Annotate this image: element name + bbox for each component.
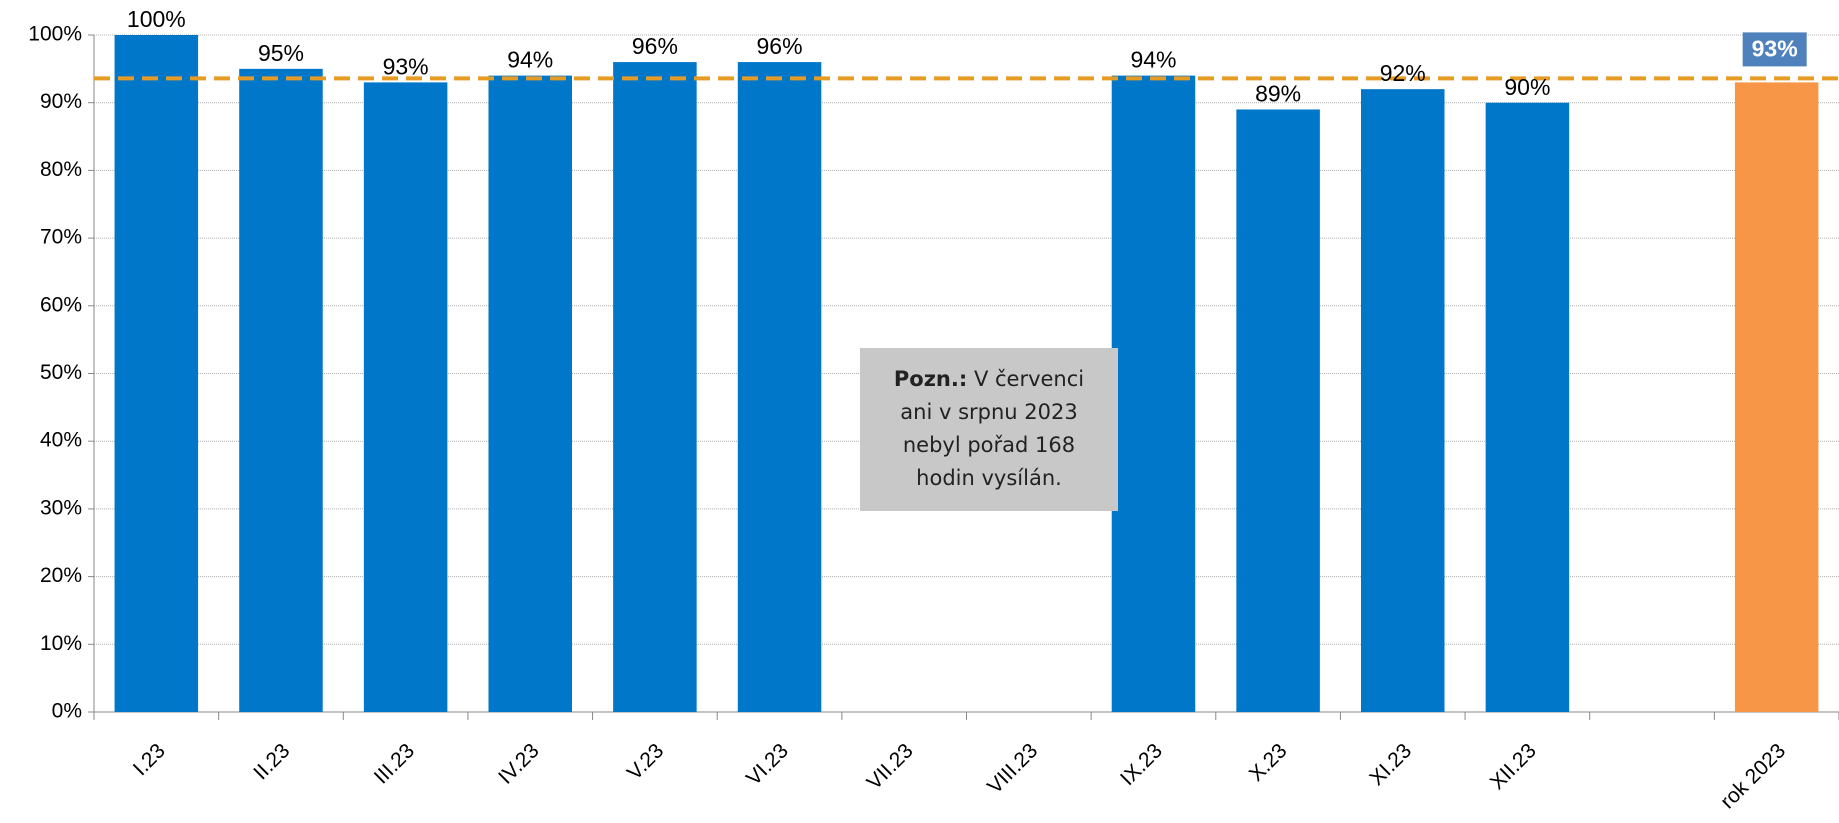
value-label-box: 93%: [1742, 32, 1807, 67]
x-tick-label: VIII.23: [983, 739, 1042, 798]
bar: [114, 35, 199, 712]
value-label: 89%: [1255, 81, 1301, 107]
y-tick-label: 100%: [28, 23, 82, 46]
value-label: 94%: [1130, 47, 1176, 73]
note-line: nebyl pořad 168: [903, 433, 1075, 457]
y-tick-label: 70%: [40, 226, 82, 249]
y-tick-label: 60%: [40, 293, 82, 316]
x-tick-label: IV.23: [494, 739, 544, 789]
x-tick-label: XI.23: [1365, 739, 1416, 790]
value-label: 94%: [507, 47, 553, 73]
bar: [613, 62, 697, 712]
x-tick-label: X.23: [1245, 739, 1292, 786]
x-tick-label: V.23: [623, 739, 668, 784]
bar: [488, 75, 573, 713]
x-tick-label: II.23: [249, 739, 294, 784]
note-text: V červenci: [974, 367, 1084, 391]
note-bold: Pozn.:: [894, 367, 967, 391]
bar: [1111, 75, 1196, 713]
note-line: ani v srpnu 2023: [900, 400, 1077, 424]
note-text: hodin vysílán.: [916, 466, 1062, 490]
note-box: [860, 348, 1118, 511]
y-tick-label: 50%: [40, 361, 82, 384]
value-label: 92%: [1380, 60, 1426, 86]
value-label: 93%: [383, 53, 429, 79]
y-tick-label: 20%: [40, 564, 82, 587]
x-tick-label: rok 2023: [1716, 739, 1790, 813]
bar: [1360, 89, 1445, 712]
bar: [363, 82, 448, 712]
y-tick-label: 40%: [40, 429, 82, 452]
label-box: [1742, 32, 1807, 67]
y-tick-label: 10%: [40, 632, 82, 655]
y-tick-label: 30%: [40, 496, 82, 519]
y-tick-label: 80%: [40, 158, 82, 181]
note-line: Pozn.: V červenci: [894, 367, 1084, 391]
value-label: 90%: [1504, 74, 1550, 100]
note-text: nebyl pořad 168: [903, 433, 1075, 457]
bar: [239, 68, 323, 713]
y-tick-label: 90%: [40, 90, 82, 113]
bar: [1485, 102, 1570, 712]
x-tick-label: I.23: [129, 739, 170, 780]
x-tick-label: III.23: [370, 739, 419, 788]
y-tick-label: 0%: [52, 700, 82, 723]
note-text: ani v srpnu 2023: [900, 400, 1077, 424]
x-tick-label: IX.23: [1116, 739, 1167, 790]
value-label: 96%: [632, 33, 678, 59]
x-tick-label: VII.23: [863, 739, 918, 794]
value-label: 100%: [127, 6, 186, 32]
value-label: 95%: [258, 40, 304, 66]
value-label: 93%: [1752, 35, 1798, 61]
bar: [1236, 109, 1320, 713]
bar: [1734, 82, 1819, 712]
bar: [737, 62, 822, 712]
note-line: hodin vysílán.: [916, 466, 1062, 490]
x-tick-label: XII.23: [1486, 739, 1541, 794]
x-tick-label: VI.23: [742, 739, 793, 790]
value-label: 96%: [757, 33, 803, 59]
